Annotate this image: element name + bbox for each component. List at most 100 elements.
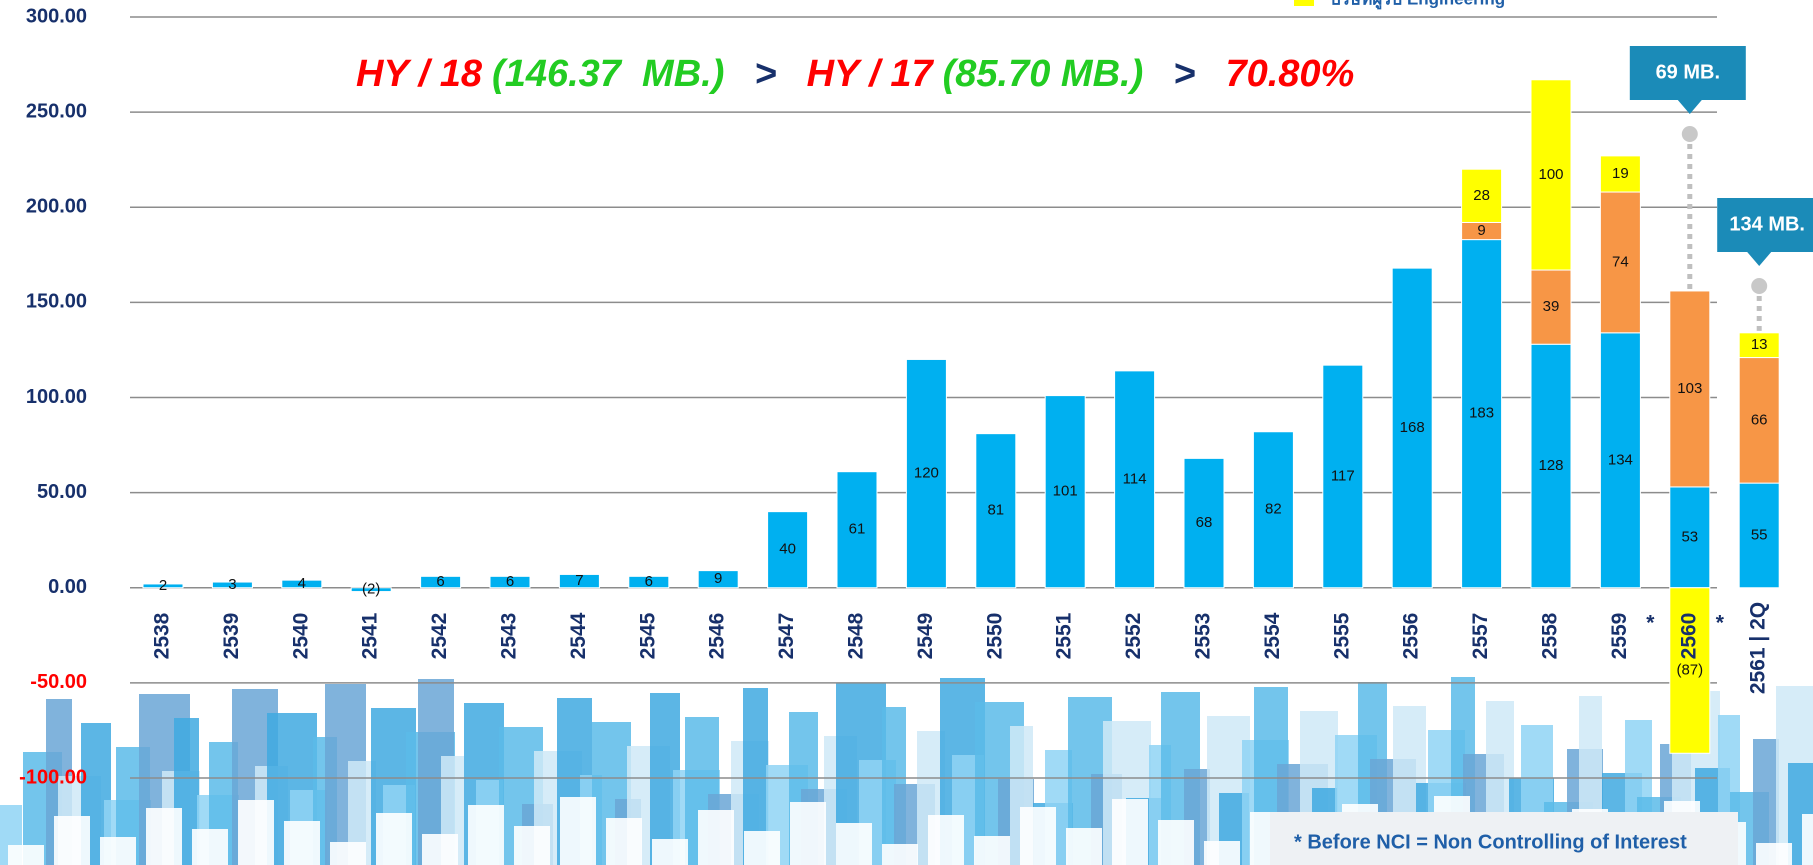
value-label: 66: [1751, 411, 1768, 428]
skyline-foreground: [1066, 828, 1102, 865]
x-tick-label: 2555: [1330, 612, 1353, 659]
x-tick-label: 2556: [1400, 613, 1423, 660]
value-label: 9: [714, 570, 722, 587]
y-tick-label: 200.00: [26, 196, 87, 218]
skyline-foreground: [192, 829, 228, 865]
skyline-foreground: [928, 815, 964, 865]
x-tick-label: 2549: [914, 613, 937, 660]
x-tick-label: 2553: [1192, 613, 1215, 660]
bar-segment: [1530, 343, 1572, 589]
value-label: 7: [575, 572, 583, 589]
bar-segment: [1669, 587, 1711, 754]
bar-segment: [489, 575, 531, 589]
bar-segment: [1044, 395, 1086, 589]
legend-label: บริษัทผู้รับ Engineering: [1330, 0, 1505, 10]
value-label: 114: [1123, 470, 1147, 487]
callout-box: [1717, 198, 1813, 252]
value-label: 117: [1331, 467, 1355, 484]
skyline-foreground: [974, 836, 1010, 865]
skyline-foreground: [606, 818, 642, 865]
headline-part: HY / 17: [807, 53, 935, 95]
value-label: 2: [159, 577, 167, 594]
bar-segment: [836, 471, 878, 589]
skyline-foreground: [560, 797, 596, 865]
x-tick-label: 2548: [845, 612, 868, 659]
bar-segment: [1183, 457, 1225, 589]
callout-box: [1629, 46, 1746, 100]
y-tick-label: 250.00: [26, 100, 87, 122]
value-label: 61: [849, 521, 866, 538]
skyline-foreground: [100, 837, 136, 865]
x-tick-label: 2557: [1469, 613, 1492, 660]
bar-segment: [350, 587, 392, 593]
skyline-foreground: [376, 813, 412, 865]
value-label: 74: [1612, 253, 1629, 270]
skyline-foreground: [882, 844, 918, 865]
bar-segment: [1599, 191, 1641, 334]
y-tick-label: 100.00: [26, 386, 87, 408]
bar-segment: [1530, 79, 1572, 271]
bar-segment: [1322, 364, 1364, 589]
x-tick-label: 2559: [1608, 613, 1631, 660]
value-label: 39: [1543, 298, 1560, 315]
bar-segment: [1669, 290, 1711, 488]
bar-segment: [905, 358, 947, 589]
y-tick-label: 0.00: [48, 576, 87, 598]
y-tick-label: 150.00: [26, 291, 87, 313]
skyline-foreground: [146, 808, 182, 865]
skyline-foreground: [790, 802, 826, 865]
value-label: (87): [1676, 661, 1703, 678]
headline-part: >: [1173, 53, 1195, 95]
skyline-foreground: [422, 834, 458, 865]
x-tick-label: 2550: [983, 613, 1006, 660]
bar-segment: [1738, 332, 1780, 359]
bar-segment: [211, 581, 253, 589]
callout-dot: [1751, 278, 1768, 294]
footnote-box: [1270, 812, 1738, 865]
value-label: 183: [1469, 405, 1494, 422]
skyline-foreground: [514, 826, 550, 865]
x-tick-label: 2545: [636, 612, 659, 659]
x-tick-label: 2546: [706, 613, 729, 660]
value-label: 55: [1751, 526, 1768, 543]
skyline-foreground: [1204, 841, 1240, 865]
skyline-foreground: [330, 842, 366, 865]
x-tick-label: 2538: [151, 612, 174, 659]
x-tick-label: 2554: [1261, 612, 1284, 659]
skyline-foreground: [1756, 843, 1792, 865]
bar-segment: [1114, 370, 1156, 589]
value-label: 100: [1538, 166, 1563, 183]
headline-part: (146.37 MB.): [492, 53, 724, 95]
y-tick-label: 300.00: [26, 5, 87, 27]
bar-segment: [281, 579, 323, 589]
x-tick-label: 2547: [775, 613, 798, 660]
skyline-foreground: [744, 831, 780, 865]
y-tick-label: -100.00: [19, 766, 87, 788]
bar-segment: [975, 433, 1017, 589]
bar-segment: [1252, 431, 1294, 589]
value-label: 4: [298, 575, 306, 592]
category-mark: *: [1646, 612, 1655, 635]
bar-segment: [1461, 168, 1503, 223]
value-label: 6: [506, 573, 514, 590]
value-label: 101: [1053, 483, 1078, 500]
bar-segment: [1599, 332, 1641, 589]
skyline-foreground: [54, 816, 90, 865]
bar-segment: [420, 575, 462, 589]
x-tick-label: 2544: [567, 612, 590, 659]
bar-segment: [1599, 155, 1641, 193]
bar-segment: [697, 570, 739, 589]
value-label: 120: [914, 465, 939, 482]
skyline-foreground: [836, 823, 872, 865]
x-tick-label: 2540: [289, 613, 312, 660]
x-tick-label: 2560: [1677, 613, 1700, 660]
value-label: 13: [1751, 336, 1768, 353]
value-label: 9: [1477, 222, 1485, 239]
x-tick-label: 2551: [1053, 612, 1076, 659]
value-label: 19: [1612, 165, 1629, 182]
skyline-foreground: [1112, 799, 1148, 865]
bar-segment: [142, 583, 184, 589]
y-tick-label: 50.00: [37, 481, 87, 503]
bar-segment: [628, 575, 670, 589]
